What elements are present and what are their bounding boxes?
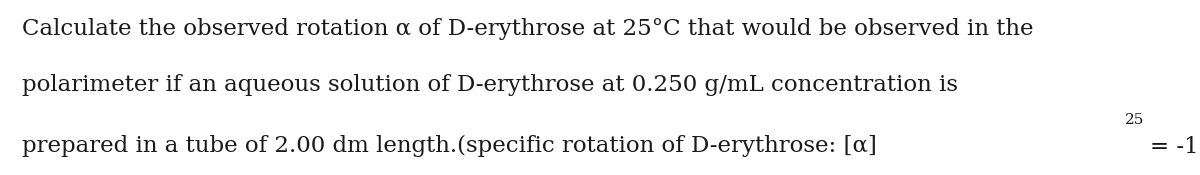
Text: Calculate the observed rotation α of D-erythrose at 25°C that would be observed : Calculate the observed rotation α of D-e… [22, 18, 1033, 40]
Text: = -19.1°): = -19.1°) [1150, 135, 1200, 157]
Text: prepared in a tube of 2.00 dm length.(specific rotation of D-erythrose: [α]: prepared in a tube of 2.00 dm length.(sp… [22, 135, 876, 157]
Text: 25: 25 [1124, 113, 1144, 127]
Text: polarimeter if an aqueous solution of D-erythrose at 0.250 g/mL concentration is: polarimeter if an aqueous solution of D-… [22, 74, 958, 96]
